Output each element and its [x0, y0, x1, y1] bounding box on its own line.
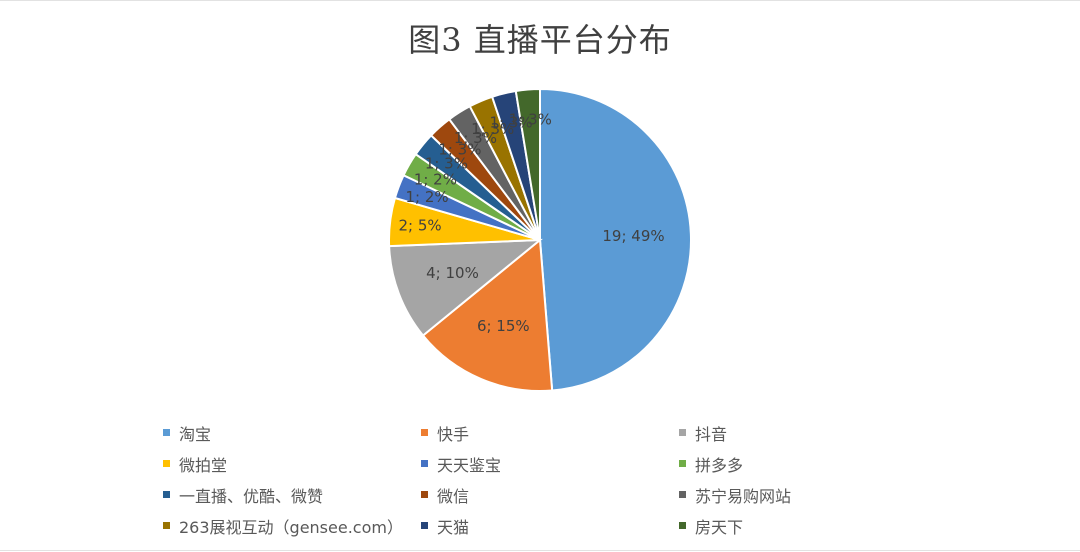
- legend-swatch: [679, 491, 686, 498]
- legend-item: 苏宁易购网站: [679, 481, 937, 508]
- legend-swatch: [163, 429, 170, 436]
- slice-data-label: 1; 3%: [438, 141, 481, 159]
- legend-label: 微拍堂: [179, 455, 228, 475]
- slice-data-label: 19; 49%: [602, 227, 664, 245]
- slice-data-label: 1; 2%: [414, 171, 457, 189]
- legend-label: 房天下: [695, 517, 744, 537]
- legend-label: 微信: [437, 486, 470, 506]
- slice-data-label: 4; 10%: [426, 264, 479, 282]
- legend-item: 房天下: [679, 512, 937, 539]
- slice-labels: 19; 49%6; 15%4; 10%2; 5%1; 2%1; 2%1; 3%1…: [399, 111, 665, 336]
- slice-data-label: 1; 3%: [490, 114, 533, 132]
- legend-swatch: [421, 491, 428, 498]
- legend-label: 263展视互动（gensee.com）: [179, 517, 403, 537]
- legend-swatch: [679, 460, 686, 467]
- legend-swatch: [421, 460, 428, 467]
- legend-swatch: [163, 491, 170, 498]
- legend-label: 快手: [437, 424, 470, 444]
- legend-swatch: [421, 522, 428, 529]
- pie-slice: [388, 238, 543, 337]
- pie-slices: [388, 87, 692, 392]
- legend-swatch: [163, 522, 170, 529]
- legend-item: 微拍堂: [163, 450, 421, 477]
- legend-item: 微信: [421, 481, 679, 508]
- legend-label: 抖音: [695, 424, 728, 444]
- slice-data-label: 6; 15%: [477, 317, 530, 335]
- legend-label: 天天鉴宝: [437, 455, 502, 475]
- slice-data-label: 1; 3%: [509, 111, 552, 129]
- pie-slice: [514, 87, 541, 241]
- slice-data-label: 1; 3%: [425, 155, 468, 173]
- legend-item: 抖音: [679, 419, 937, 446]
- chart-title: 图3 直播平台分布: [408, 21, 672, 59]
- legend-label: 淘宝: [179, 424, 212, 444]
- chart-legend: 淘宝 快手 抖音微拍堂 天天鉴宝 拼多多一直播、优酷、微赞 微信 苏宁易购网站 263展视互动…: [163, 419, 983, 539]
- pie-slice: [539, 87, 692, 392]
- slice-data-label: 1; 2%: [406, 188, 449, 206]
- slice-data-label: 2; 5%: [399, 216, 442, 234]
- legend-item: 一直播、优酷、微赞: [163, 481, 421, 508]
- legend-label: 一直播、优酷、微赞: [179, 486, 324, 506]
- legend-swatch: [679, 522, 686, 529]
- legend-item: 淘宝: [163, 419, 421, 446]
- legend-item: 263展视互动（gensee.com）: [163, 512, 421, 539]
- pie-slice: [421, 238, 554, 392]
- legend-item: 天猫: [421, 512, 679, 539]
- slice-data-label: 1; 3%: [471, 120, 514, 138]
- legend-swatch: [421, 429, 428, 436]
- legend-swatch: [679, 429, 686, 436]
- slice-data-label: 1; 3%: [454, 129, 497, 147]
- legend-label: 拼多多: [695, 455, 744, 475]
- legend-item: 拼多多: [679, 450, 937, 477]
- legend-item: 天天鉴宝: [421, 450, 679, 477]
- legend-label: 苏宁易购网站: [695, 486, 792, 506]
- legend-label: 天猫: [437, 517, 470, 537]
- legend-swatch: [163, 460, 170, 467]
- legend-item: 快手: [421, 419, 679, 446]
